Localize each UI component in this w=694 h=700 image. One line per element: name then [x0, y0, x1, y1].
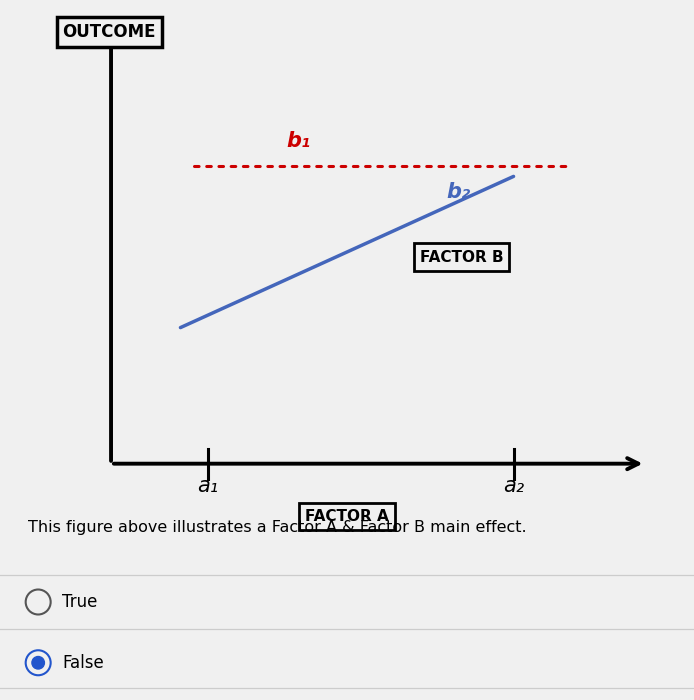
Ellipse shape [32, 657, 44, 669]
Text: a₂: a₂ [503, 477, 524, 496]
Text: True: True [62, 593, 98, 611]
Text: a₁: a₁ [198, 477, 219, 496]
Text: FACTOR A: FACTOR A [305, 509, 389, 524]
Text: This figure above illustrates a Factor A & Factor B main effect.: This figure above illustrates a Factor A… [28, 519, 526, 535]
Text: b₂: b₂ [446, 181, 470, 202]
Text: False: False [62, 654, 104, 672]
Text: b₁: b₁ [287, 131, 310, 151]
Text: FACTOR B: FACTOR B [420, 249, 503, 265]
Text: OUTCOME: OUTCOME [62, 22, 156, 41]
